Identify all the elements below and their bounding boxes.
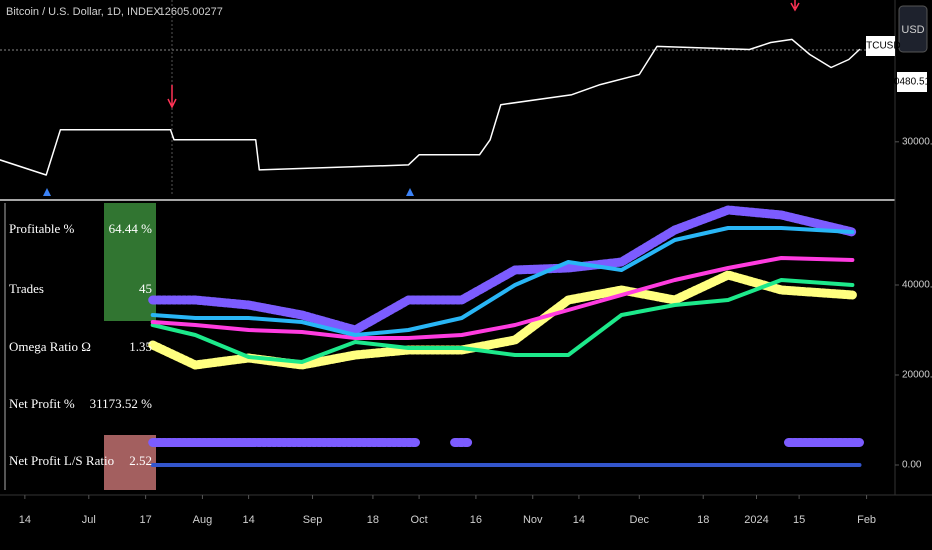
sell-arrow xyxy=(167,85,177,109)
x-tick-label: 15 xyxy=(793,514,805,526)
cell-highlight xyxy=(104,435,156,490)
x-tick-label: Dec xyxy=(630,514,650,526)
x-tick-label: 18 xyxy=(367,514,379,526)
x-tick-label: 16 xyxy=(470,514,482,526)
currency-button[interactable] xyxy=(898,5,928,53)
buy-arrow xyxy=(406,188,414,196)
currency-label: USD xyxy=(901,24,924,36)
table-label: Net Profit % xyxy=(9,396,75,411)
series-line xyxy=(150,226,855,337)
cell-highlight xyxy=(104,203,156,321)
y-tick-label: 20000.00 xyxy=(902,370,932,381)
buy-arrow xyxy=(43,188,51,196)
table: Profitable % 64.44 % Trades 45 Omega Ratio Ω… xyxy=(9,221,152,468)
y-tick-label: 30000.00 xyxy=(902,136,932,147)
table-label: Profitable % xyxy=(9,221,75,236)
dotted-series xyxy=(148,205,857,335)
table-value: 45 xyxy=(139,281,152,296)
x-tick-label: Feb xyxy=(857,514,876,526)
series-line xyxy=(150,278,855,364)
table-value: 2.52 xyxy=(129,453,152,468)
x-tick-label: 2024 xyxy=(744,514,768,526)
x-tick-label: 14 xyxy=(19,514,31,526)
price-tag: BTCUSD xyxy=(859,41,900,52)
series-line xyxy=(150,256,855,340)
x-tick-label: Jul xyxy=(82,514,96,526)
table-label: Trades xyxy=(9,281,44,296)
x-tick-label: Sep xyxy=(303,514,323,526)
x-tick-label: 17 xyxy=(139,514,151,526)
table-value: 1.35 xyxy=(129,339,152,354)
y-tick-label: 0.00 xyxy=(902,460,922,471)
sell-arrow xyxy=(790,0,800,12)
x-tick-label: 14 xyxy=(242,514,254,526)
x-tick-label: 14 xyxy=(573,514,585,526)
cursor-label: -12605.00277 xyxy=(155,6,223,18)
table-value: 31173.52 % xyxy=(90,396,153,411)
table-value: 64.44 % xyxy=(109,221,153,236)
y-tick-label: 40000.00 xyxy=(902,280,932,291)
price-value-bg xyxy=(897,72,927,92)
x-tick-label: 18 xyxy=(697,514,709,526)
price-value: 0480.51 xyxy=(894,77,931,88)
price-tag-bg xyxy=(866,36,895,56)
x-tick-label: Oct xyxy=(411,514,428,526)
table-label: Net Profit L/S Ratio xyxy=(9,453,114,468)
x-tick-label: Aug xyxy=(193,514,213,526)
series-line xyxy=(0,38,861,176)
chart-title: Bitcoin / U.S. Dollar, 1D, INDEX xyxy=(6,6,161,18)
table-label: Omega Ratio Ω xyxy=(9,339,91,354)
x-tick-label: Nov xyxy=(523,514,543,526)
